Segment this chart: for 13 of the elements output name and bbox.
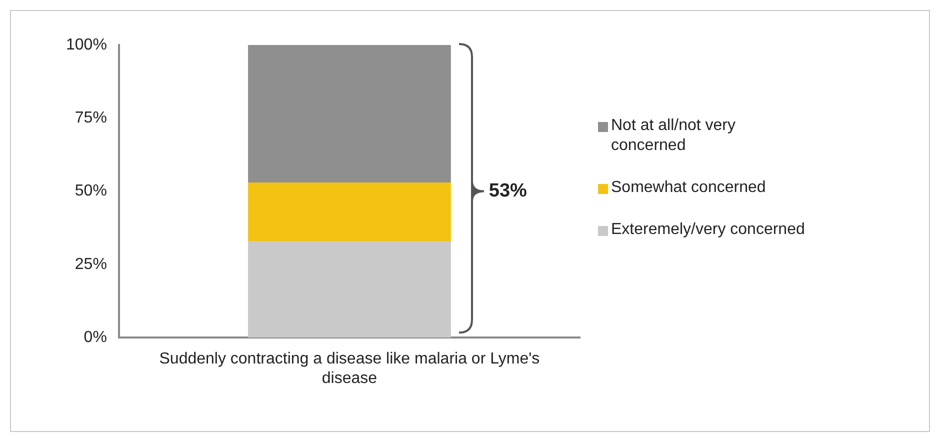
x-tick-label: Suddenly contracting a disease like malaria or Lyme's disease <box>159 350 540 387</box>
legend-label: Not at all/not very concerned <box>611 116 736 156</box>
y-tick-label: 50% <box>74 182 107 200</box>
y-tick-label: 0% <box>84 329 107 346</box>
y-tick-label: 25% <box>74 256 107 273</box>
annotation: 53% <box>488 180 528 202</box>
legend-label: Somewhat concerned <box>611 178 766 198</box>
y-tick-label: 100% <box>66 36 107 54</box>
bar <box>248 45 451 183</box>
bar <box>248 241 451 338</box>
y-tick-label: 75% <box>74 110 107 127</box>
bar <box>248 182 451 242</box>
legend-label: Exteremely/very concerned <box>611 220 805 240</box>
